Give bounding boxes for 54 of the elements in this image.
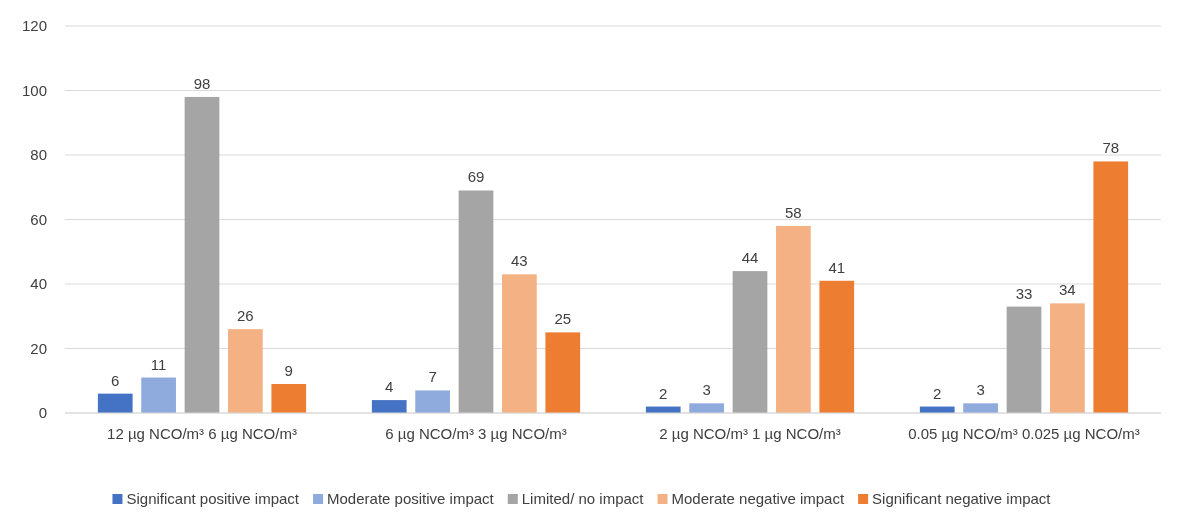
bar bbox=[184, 96, 220, 413]
legend-label: Moderate positive impact bbox=[327, 490, 495, 507]
bar bbox=[1006, 306, 1042, 413]
x-tick-label: 2 µg NCO/m³ 1 µg NCO/m³ bbox=[659, 425, 841, 442]
data-label: 41 bbox=[828, 258, 846, 276]
legend-label: Significant positive impact bbox=[126, 490, 300, 507]
data-label: 7 bbox=[428, 368, 437, 386]
data-label: 98 bbox=[193, 74, 211, 92]
data-label: 3 bbox=[702, 381, 711, 399]
bar bbox=[97, 393, 133, 413]
bar bbox=[1050, 303, 1085, 413]
bar bbox=[963, 403, 998, 413]
legend-label: Significant negative impact bbox=[872, 490, 1052, 507]
data-label: 4 bbox=[385, 378, 394, 396]
data-label: 69 bbox=[467, 168, 485, 186]
data-label: 3 bbox=[976, 381, 985, 399]
data-label: 34 bbox=[1059, 281, 1076, 299]
legend-label: Moderate negative impact bbox=[671, 490, 845, 507]
data-label: 26 bbox=[237, 307, 254, 325]
bar bbox=[415, 390, 450, 413]
y-tick-label: 20 bbox=[30, 339, 47, 357]
data-label: 78 bbox=[1102, 139, 1120, 157]
x-tick-label: 6 µg NCO/m³ 3 µg NCO/m³ bbox=[385, 425, 567, 442]
y-tick-label: 40 bbox=[30, 275, 47, 293]
data-label: 43 bbox=[511, 252, 528, 270]
data-label: 11 bbox=[150, 355, 167, 373]
bar bbox=[545, 332, 581, 413]
y-tick-label: 0 bbox=[38, 404, 47, 422]
bar bbox=[1093, 161, 1129, 413]
bar bbox=[271, 383, 307, 413]
bar bbox=[732, 271, 768, 413]
bar bbox=[502, 274, 537, 413]
bar bbox=[371, 400, 407, 413]
data-label: 6 bbox=[111, 371, 120, 389]
legend-label: Limited/ no impact bbox=[521, 490, 645, 507]
data-label: 2 bbox=[659, 384, 668, 402]
data-label: 9 bbox=[284, 361, 293, 379]
y-tick-label: 120 bbox=[21, 17, 47, 35]
data-label: 44 bbox=[741, 249, 759, 267]
y-tick-label: 80 bbox=[30, 146, 47, 164]
bar bbox=[819, 280, 855, 413]
bar bbox=[776, 225, 811, 413]
data-label: 2 bbox=[933, 384, 942, 402]
bar bbox=[458, 190, 494, 413]
bar bbox=[141, 377, 176, 413]
bar bbox=[228, 329, 263, 413]
bar bbox=[689, 403, 724, 413]
x-tick-label: 12 µg NCO/m³ 6 µg NCO/m³ bbox=[107, 425, 297, 442]
data-label: 25 bbox=[554, 310, 572, 328]
x-tick-label: 0.05 µg NCO/m³ 0.025 µg NCO/m³ bbox=[908, 425, 1140, 442]
y-tick-label: 100 bbox=[21, 81, 47, 99]
data-label: 33 bbox=[1015, 284, 1033, 302]
y-tick-label: 60 bbox=[30, 210, 47, 228]
data-label: 58 bbox=[785, 203, 802, 221]
